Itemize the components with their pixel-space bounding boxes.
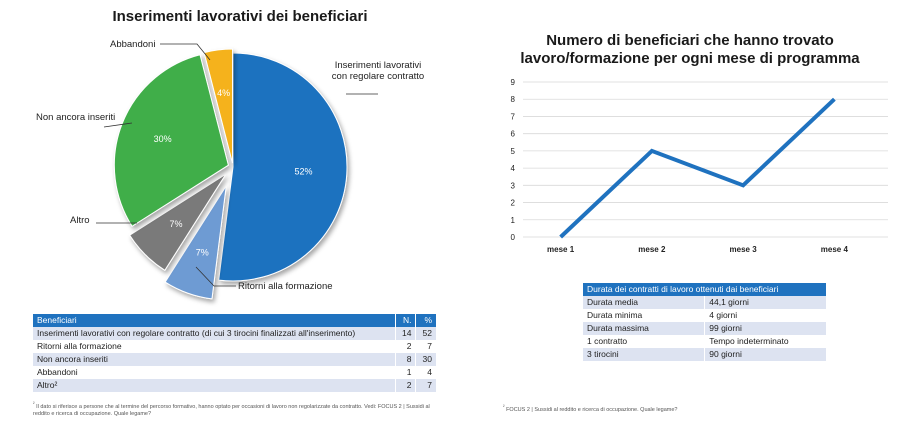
y-axis-tick-label: 2: [511, 199, 516, 208]
pie-slice-inserimenti-lavorativi-con-regolare-contratto: [218, 52, 348, 282]
y-axis-tick-label: 6: [511, 130, 516, 139]
beneficiari-table: Beneficiari N. % Inserimenti lavorativi …: [33, 314, 437, 392]
pie-slice-value-label: 7%: [196, 247, 209, 257]
table-cell-label: 3 tirocini: [583, 348, 706, 361]
table-cell-percent: 52: [415, 327, 437, 340]
pie-leader-line: [103, 122, 133, 128]
table-row: Durata massima 99 giorni: [583, 322, 827, 335]
footnote-marker: ²: [33, 401, 35, 406]
line-chart-title: Numero di beneficiari che hanno trovato …: [490, 32, 890, 68]
table-header-beneficiari: Beneficiari: [33, 314, 396, 327]
table-header-row: Durata dei contratti di lavoro ottenuti …: [583, 283, 827, 296]
table-row: Altro² 2 7: [33, 379, 437, 392]
footnote-text: Il dato si riferisce a persone che al te…: [33, 403, 430, 417]
table-row: Inserimenti lavorativi con regolare cont…: [33, 327, 437, 340]
pie-chart-title: Inserimenti lavorativi dei beneficiari: [112, 8, 368, 25]
table-cell-n: 14: [395, 327, 417, 340]
table-header-percent: %: [415, 314, 437, 327]
pie-slice-altro: [128, 173, 227, 272]
pie-leader-line: [160, 43, 211, 61]
table-cell-n: 2: [395, 340, 417, 353]
table-row: 1 contratto Tempo indeterminato: [583, 335, 827, 348]
pie-slice-value-label: 7%: [169, 219, 182, 229]
table-cell-percent: 7: [415, 340, 437, 353]
y-axis-tick-label: 1: [511, 216, 516, 225]
table-cell-value: 99 giorni: [704, 322, 827, 335]
table-cell-label: Ritorni alla formazione: [33, 340, 396, 353]
table-cell-value: Tempo indeterminato: [704, 335, 827, 348]
x-axis-tick-label: mese 2: [638, 245, 666, 254]
table-cell-percent: 4: [415, 366, 437, 379]
table-cell-value: 44,1 giorni: [704, 296, 827, 309]
table-cell-value: 90 giorni: [704, 348, 827, 361]
table-header-n: N.: [395, 314, 417, 327]
x-axis-tick-label: mese 3: [730, 245, 758, 254]
pie-category-label: Altro: [70, 215, 90, 226]
table-cell-percent: 7: [415, 379, 437, 392]
pie-slice-value-label: 52%: [295, 166, 313, 176]
table-cell-label: Altro²: [33, 379, 396, 392]
table-row: Non ancora inseriti 8 30: [33, 353, 437, 366]
x-axis-tick-label: mese 4: [821, 245, 849, 254]
pie-category-label: Inserimenti lavorativi con regolare contr…: [332, 60, 424, 82]
table-row: Durata minima 4 giorni: [583, 309, 827, 322]
pie-chart: 52% 7% 7% 30% 4% Inserimenti lavorativi con re…: [36, 39, 424, 300]
table-cell-value: 4 giorni: [704, 309, 827, 322]
line-chart-title-line1: Numero di beneficiari che hanno trovato: [546, 32, 834, 49]
table-cell-percent: 30: [415, 353, 437, 366]
table-row: Abbandoni 1 4: [33, 366, 437, 379]
pie-slice-value-label: 30%: [154, 134, 172, 144]
y-axis-tick-label: 7: [511, 112, 516, 121]
y-axis-tick-label: 0: [511, 233, 516, 242]
table-cell-label: Non ancora inseriti: [33, 353, 396, 366]
table-row: Ritorni alla formazione 2 7: [33, 340, 437, 353]
table-cell-n: 1: [395, 366, 417, 379]
footnote-right: ² FOCUS 2 | Sussidi al reddito e ricerca…: [503, 403, 803, 414]
y-axis-tick-label: 8: [511, 95, 516, 104]
line-series: [559, 97, 836, 239]
table-cell-label: 1 contratto: [583, 335, 706, 348]
pie-slice-ritorni-alla-formazione: [164, 185, 227, 300]
table-row: 3 tirocini 90 giorni: [583, 348, 827, 361]
table-cell-label: Inserimenti lavorativi con regolare cont…: [33, 327, 396, 340]
pie-category-label: Non ancora inseriti: [36, 112, 115, 123]
pie-category-label: Ritorni alla formazione: [238, 281, 333, 292]
footnote-left: ² Il dato si riferisce a persone che al …: [33, 400, 443, 418]
line-chart-title-line2: lavoro/formazione per ogni mese di progr…: [520, 50, 860, 67]
x-axis-tick-label: mese 1: [547, 245, 575, 254]
table-cell-label: Abbandoni: [33, 366, 396, 379]
pie-leader-line: [195, 266, 236, 287]
table-cell-label: Durata media: [583, 296, 706, 309]
table-cell-n: 8: [395, 353, 417, 366]
table-cell-label: Durata massima: [583, 322, 706, 335]
y-axis-tick-label: 3: [511, 181, 516, 190]
y-axis-tick-label: 9: [511, 78, 516, 87]
contract-table-header: Durata dei contratti di lavoro ottenuti …: [583, 283, 827, 296]
pie-category-label: Abbandoni: [110, 39, 155, 50]
pie-slice-value-label: 4%: [217, 88, 230, 98]
y-axis-tick-label: 4: [511, 164, 516, 173]
line-chart: 0 1 2 3 4 5 6 7 8 9 mese 1 mese 2 mese 3 mese 4: [511, 78, 888, 254]
pie-slice-non-ancora-inseriti: [113, 54, 229, 227]
table-row: Durata media 44,1 giorni: [583, 296, 827, 309]
y-axis-tick-label: 5: [511, 147, 516, 156]
footnote-text: FOCUS 2 | Sussidi al reddito e ricerca d…: [506, 406, 678, 413]
table-cell-label: Durata minima: [583, 309, 706, 322]
footnote-marker: ²: [503, 404, 505, 409]
table-cell-n: 2: [395, 379, 417, 392]
contract-duration-table: Durata dei contratti di lavoro ottenuti …: [583, 283, 827, 361]
table-header-row: Beneficiari N. %: [33, 314, 437, 327]
